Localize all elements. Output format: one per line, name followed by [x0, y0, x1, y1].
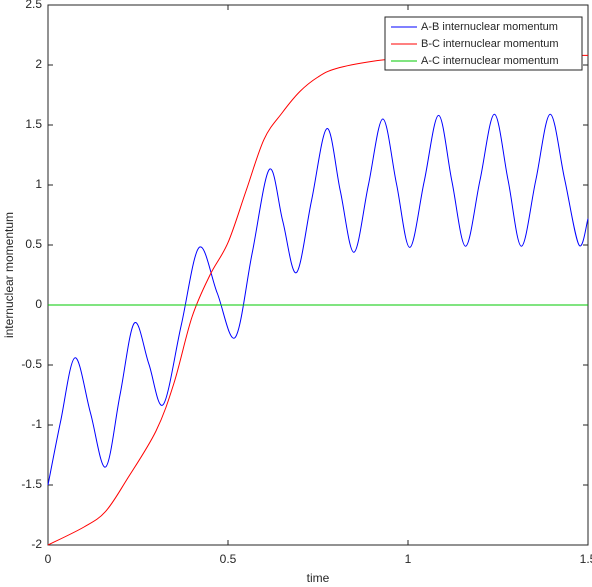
y-tick-label: -0.5	[21, 357, 42, 371]
x-tick-label: 0	[45, 552, 52, 566]
y-tick-label: 2.5	[25, 0, 42, 11]
y-tick-label: -2	[31, 537, 42, 551]
y-tick-label: 1	[35, 177, 42, 191]
x-axis-label: time	[307, 571, 330, 585]
legend-label: B-C internuclear momentum	[421, 38, 559, 50]
plot-area	[47, 4, 589, 546]
series-line	[47, 54, 589, 546]
series-line	[47, 113, 589, 486]
y-tick-label: 0	[35, 297, 42, 311]
y-tick-label: 1.5	[25, 117, 42, 131]
y-tick-label: -1	[31, 417, 42, 431]
legend-label: A-C internuclear momentum	[421, 55, 559, 67]
y-tick-label: 2	[35, 57, 42, 71]
legend-box	[384, 16, 583, 71]
x-tick-label: 1.5	[580, 552, 592, 566]
y-axis-label: internuclear momentum	[2, 212, 16, 338]
x-tick-label: 1	[405, 552, 412, 566]
y-tick-label: 0.5	[25, 237, 42, 251]
x-tick-label: 0.5	[220, 552, 237, 566]
legend-label: A-B internuclear momentum	[421, 21, 558, 33]
y-tick-label: -1.5	[21, 477, 42, 491]
